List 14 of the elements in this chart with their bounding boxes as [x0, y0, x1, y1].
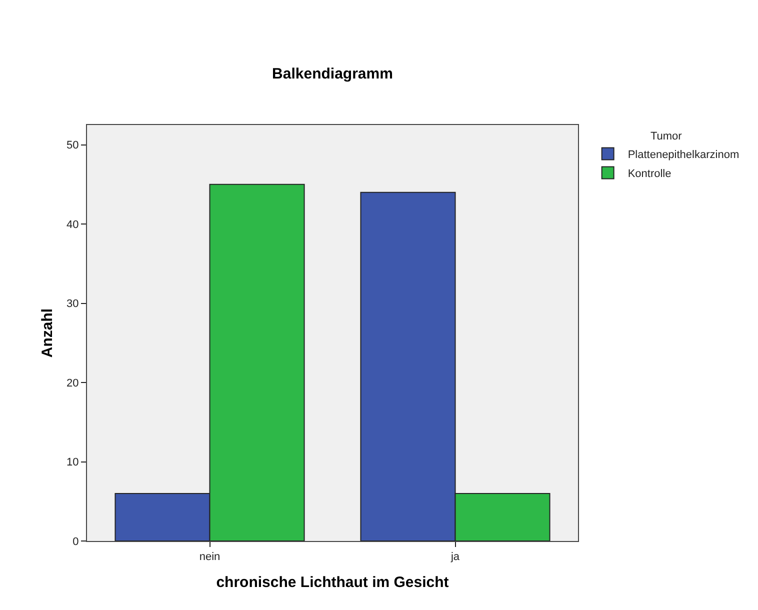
y-tick-label: 30 — [66, 298, 79, 310]
y-tick-label: 40 — [66, 218, 79, 231]
x-tick-label: ja — [450, 551, 460, 564]
y-tick-label: 50 — [66, 140, 79, 152]
y-tick-label: 20 — [66, 377, 79, 390]
y-tick-label: 0 — [72, 536, 79, 548]
chart-title: Balkendiagramm — [272, 65, 393, 82]
legend-label: Plattenepithelkarzinom — [628, 149, 740, 162]
x-axis-title: chronische Lichthaut im Gesicht — [216, 574, 449, 592]
y-tick-label: 10 — [66, 456, 79, 469]
x-tick-label: nein — [199, 551, 220, 564]
legend-title: Tumor — [650, 130, 682, 142]
y-axis-title: Anzahl — [38, 308, 56, 358]
legend-label: Kontrolle — [628, 168, 672, 180]
